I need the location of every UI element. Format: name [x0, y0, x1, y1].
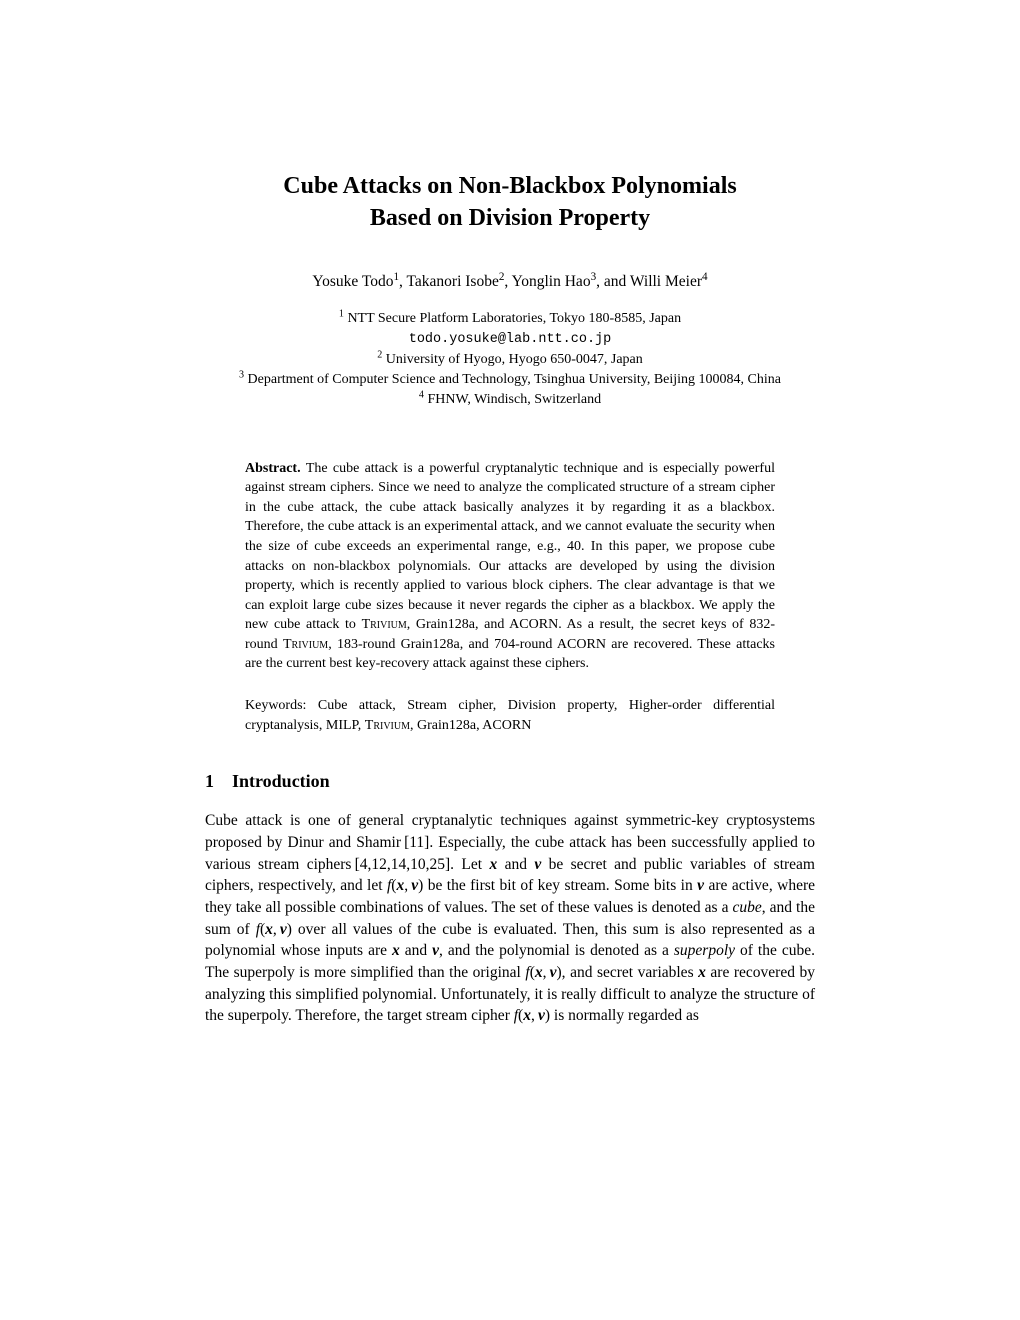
var-x: x	[698, 964, 706, 981]
affil-3: Department of Computer Science and Techn…	[244, 372, 781, 387]
abstract: Abstract. The cube attack is a powerful …	[245, 459, 775, 675]
author-4-affil: 4	[702, 271, 708, 283]
var-x: x	[265, 921, 273, 938]
var-v: v	[280, 921, 287, 938]
section-title: Introduction	[232, 771, 330, 791]
author-2: Takanori Isobe	[407, 273, 499, 290]
keywords-text-2: , Grain128a, ACORN	[410, 718, 531, 733]
paper-title: Cube Attacks on Non-Blackbox Polynomials…	[205, 170, 815, 235]
affil-4: FHNW, Windisch, Switzerland	[424, 392, 601, 407]
affiliations-block: 1 NTT Secure Platform Laboratories, Toky…	[205, 309, 815, 411]
var-v: v	[432, 942, 439, 959]
title-line-2: Based on Division Property	[370, 205, 650, 231]
paper-page: Cube Attacks on Non-Blackbox Polynomials…	[0, 0, 1020, 1127]
title-line-1: Cube Attacks on Non-Blackbox Polynomials	[283, 173, 736, 199]
trivium-sc: Trivium	[283, 637, 328, 652]
abstract-label: Abstract.	[245, 461, 306, 476]
section-1-heading: 1 Introduction	[205, 771, 815, 792]
var-x: x	[523, 1007, 531, 1024]
keywords: Keywords: Cube attack, Stream cipher, Di…	[245, 696, 775, 735]
var-v: v	[538, 1007, 545, 1024]
author-4: Willi Meier	[630, 273, 702, 290]
contact-email: todo.yosuke@lab.ntt.co.jp	[409, 332, 612, 347]
author-3: Yonglin Hao	[512, 273, 591, 290]
abstract-text-1: The cube attack is a powerful cryptanaly…	[245, 461, 775, 633]
keywords-label: Keywords:	[245, 698, 318, 713]
author-1: Yosuke Todo	[312, 273, 393, 290]
affil-2: University of Hyogo, Hyogo 650-0047, Jap…	[382, 352, 643, 367]
affil-1: NTT Secure Platform Laboratories, Tokyo …	[344, 311, 681, 326]
var-x: x	[392, 942, 400, 959]
term-cube: cube	[733, 899, 762, 916]
var-x: x	[535, 964, 543, 981]
authors-line: Yosuke Todo1, Takanori Isobe2, Yonglin H…	[205, 273, 815, 291]
var-v: v	[697, 877, 704, 894]
intro-paragraph: Cube attack is one of general cryptanaly…	[205, 810, 815, 1027]
trivium-sc: Trivium	[362, 617, 407, 632]
trivium-sc: Trivium	[365, 718, 410, 733]
section-number: 1	[205, 771, 214, 791]
term-superpoly: superpoly	[674, 942, 735, 959]
